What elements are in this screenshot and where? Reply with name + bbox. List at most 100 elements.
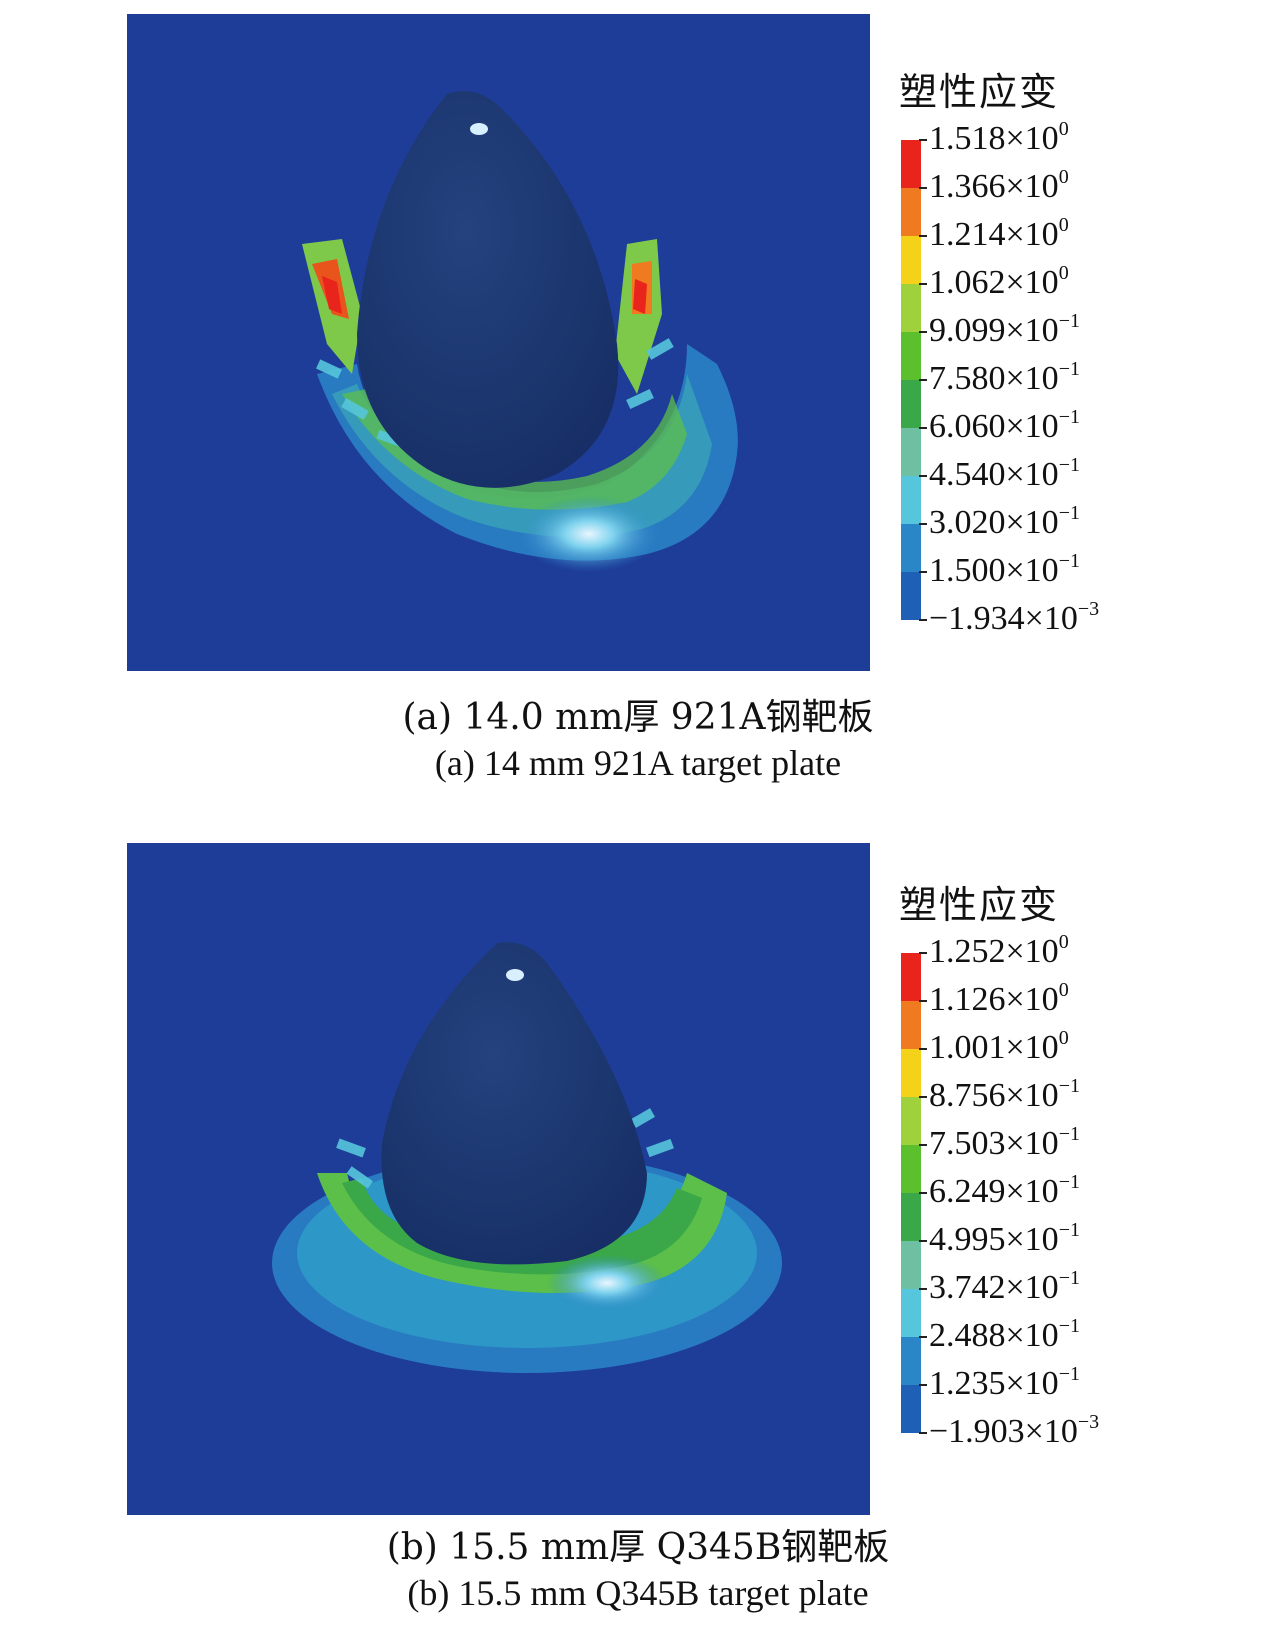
tick-exponent: −3	[1077, 1411, 1100, 1433]
tick-label: 7.580×10−1	[929, 358, 1080, 398]
tick-label: 8.756×10−1	[929, 1075, 1080, 1115]
tick-mantissa: 1.500×10	[929, 552, 1059, 589]
tick-exponent: 0	[1058, 262, 1069, 284]
legend-a: 塑性应变 1.518×100 1.366×100 1.214×100 1.062×10…	[895, 62, 1265, 637]
simulation-image-b	[127, 843, 870, 1515]
tick-label: 6.060×10−1	[929, 406, 1080, 446]
colorbar-segment	[901, 236, 921, 284]
tick-mantissa: 1.252×10	[929, 933, 1059, 970]
colorbar-segment	[901, 1001, 921, 1049]
tick-mantissa: 3.020×10	[929, 504, 1059, 541]
tick-mark	[919, 1048, 927, 1050]
tick-mantissa: 1.214×10	[929, 216, 1059, 253]
tick-label: 9.099×10−1	[929, 310, 1080, 350]
tick-mantissa: 7.580×10	[929, 360, 1059, 397]
tick-label: 1.235×10−1	[929, 1363, 1080, 1403]
tick-mark	[919, 475, 927, 477]
tick-mantissa: 1.366×10	[929, 168, 1059, 205]
colorbar-segment	[901, 188, 921, 236]
tick-exponent: 0	[1058, 1027, 1069, 1049]
colorbar	[901, 953, 921, 1433]
tick-mantissa: 3.742×10	[929, 1269, 1059, 1306]
tick-label: −1.934×10−3	[929, 598, 1099, 638]
tick-label: 3.742×10−1	[929, 1267, 1080, 1307]
tick-mark	[919, 1384, 927, 1386]
tick-label: 3.020×10−1	[929, 502, 1080, 542]
colorbar-segment	[901, 1289, 921, 1337]
colorbar-segment	[901, 1097, 921, 1145]
tick-exponent: −3	[1077, 598, 1100, 620]
tick-mark	[919, 187, 927, 189]
tick-mark	[919, 331, 927, 333]
colorbar	[901, 140, 921, 620]
tick-label: 6.249×10−1	[929, 1171, 1080, 1211]
tick-mark	[919, 1000, 927, 1002]
tick-exponent: 0	[1058, 166, 1069, 188]
tick-mark	[919, 952, 927, 954]
colorbar-segment	[901, 572, 921, 620]
tick-mantissa: 8.756×10	[929, 1077, 1059, 1114]
tick-exponent: −1	[1058, 1219, 1080, 1241]
tick-label: 1.252×100	[929, 931, 1069, 971]
tick-mantissa: 2.488×10	[929, 1317, 1059, 1354]
tick-exponent: 0	[1058, 118, 1069, 140]
tick-mark	[919, 619, 927, 621]
tick-mark	[919, 283, 927, 285]
tick-label: 1.214×100	[929, 214, 1069, 254]
tick-mantissa: −1.934×10	[929, 600, 1078, 637]
legend-title: 塑性应变	[899, 883, 1060, 927]
tick-label: 7.503×10−1	[929, 1123, 1080, 1163]
tick-mantissa: 1.126×10	[929, 981, 1059, 1018]
caption-b-en: (b) 15.5 mm Q345B target plate	[407, 1573, 869, 1613]
tick-exponent: −1	[1058, 1363, 1080, 1385]
tick-mantissa: −1.903×10	[929, 1413, 1078, 1450]
colorbar-segment	[901, 1337, 921, 1385]
tick-mantissa: 1.518×10	[929, 120, 1059, 157]
caption-a-en: (a) 14 mm 921A target plate	[434, 743, 842, 783]
colorbar-segment	[901, 140, 921, 188]
tick-exponent: −1	[1058, 1075, 1080, 1097]
tick-mantissa: 4.995×10	[929, 1221, 1059, 1258]
tick-label: 2.488×10−1	[929, 1315, 1080, 1355]
tick-exponent: −1	[1058, 502, 1080, 524]
tick-mark	[919, 379, 927, 381]
colorbar-segment	[901, 1145, 921, 1193]
tick-exponent: −1	[1058, 550, 1080, 572]
tick-mark	[919, 1288, 927, 1290]
tick-label: 1.126×100	[929, 979, 1069, 1019]
tick-exponent: −1	[1058, 1267, 1080, 1289]
tick-label: 4.995×10−1	[929, 1219, 1080, 1259]
tick-label: 1.062×100	[929, 262, 1069, 302]
tick-mark	[919, 235, 927, 237]
colorbar-segment	[901, 380, 921, 428]
tick-mark	[919, 1240, 927, 1242]
tick-mark	[919, 571, 927, 573]
tick-mark	[919, 1096, 927, 1098]
tick-exponent: −1	[1058, 310, 1080, 332]
tick-exponent: 0	[1058, 214, 1069, 236]
tick-exponent: 0	[1058, 979, 1069, 1001]
tick-exponent: −1	[1058, 1315, 1080, 1337]
tick-mantissa: 1.001×10	[929, 1029, 1059, 1066]
tick-mantissa: 9.099×10	[929, 312, 1059, 349]
colorbar-segment	[901, 1193, 921, 1241]
simulation-image-a	[127, 14, 870, 671]
colorbar-segment	[901, 476, 921, 524]
tick-mantissa: 1.062×10	[929, 264, 1059, 301]
tick-exponent: −1	[1058, 358, 1080, 380]
tick-mantissa: 7.503×10	[929, 1125, 1059, 1162]
tick-label: 4.540×10−1	[929, 454, 1080, 494]
tick-mark	[919, 1432, 927, 1434]
legend-title: 塑性应变	[899, 70, 1060, 114]
tick-mantissa: 4.540×10	[929, 456, 1059, 493]
tick-label: −1.903×10−3	[929, 1411, 1099, 1451]
tick-label: 1.500×10−1	[929, 550, 1080, 590]
colorbar-segment	[901, 332, 921, 380]
caption-b-cn: (b) 15.5 mm厚 Q345B钢靶板	[386, 1527, 890, 1568]
legend-b: 塑性应变 1.252×100 1.126×100 1.001×100 8.756×10…	[895, 875, 1265, 1450]
tick-mark	[919, 523, 927, 525]
tick-mark	[919, 1192, 927, 1194]
colorbar-segment	[901, 1049, 921, 1097]
tick-mark	[919, 1144, 927, 1146]
colorbar-segment	[901, 428, 921, 476]
